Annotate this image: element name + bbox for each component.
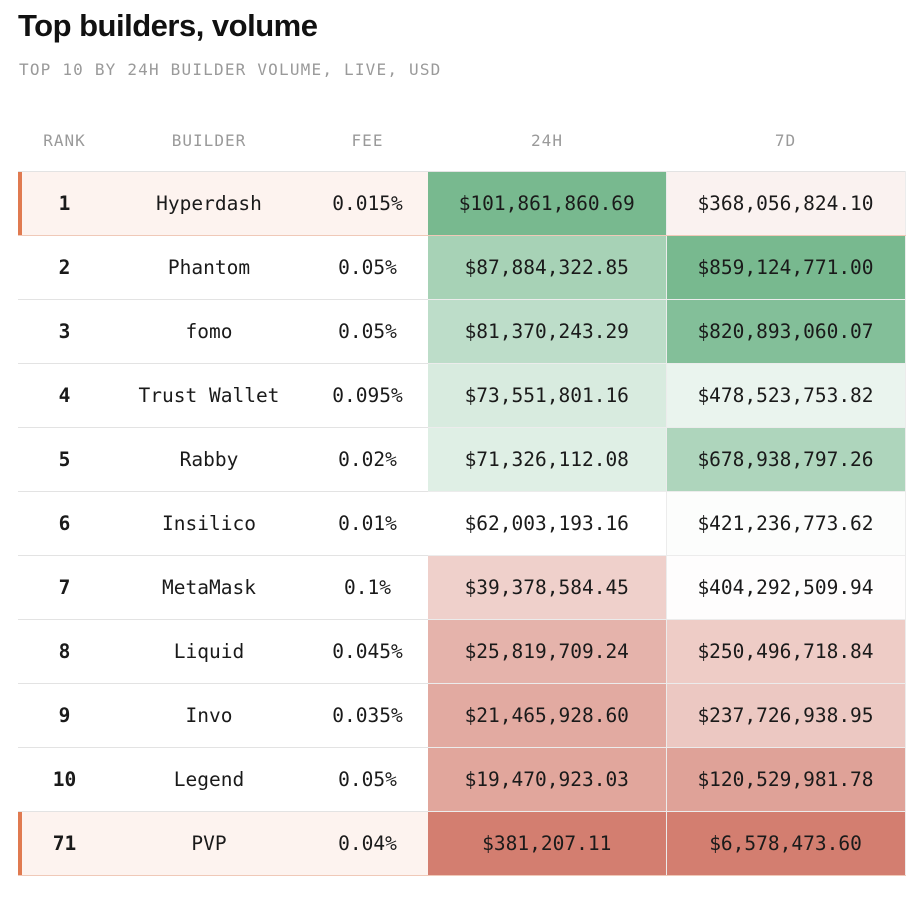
volume-7d-cell: $237,726,938.95 — [666, 683, 906, 748]
table-row[interactable]: 2 Phantom 0.05% $87,884,322.85 $859,124,771.… — [18, 235, 906, 300]
table-row[interactable]: 9 Invo 0.035% $21,465,928.60 $237,726,938.95 — [18, 683, 906, 748]
volume-24h-cell: $381,207.11 — [428, 811, 667, 876]
builders-table: RANK BUILDER FEE 24H 7D 1 Hyperdash 0.015%… — [18, 109, 906, 876]
page-subtitle: TOP 10 BY 24H BUILDER VOLUME, LIVE, USD — [19, 60, 442, 79]
volume-24h-cell: $19,470,923.03 — [428, 747, 667, 812]
volume-7d-cell: $6,578,473.60 — [666, 811, 906, 876]
fee-cell: 0.02% — [307, 427, 428, 492]
volume-7d-cell: $820,893,060.07 — [666, 299, 906, 364]
page-title: Top builders, volume — [18, 8, 318, 43]
volume-24h-cell: $101,861,860.69 — [428, 171, 667, 236]
volume-7d-cell: $478,523,753.82 — [666, 363, 906, 428]
table-row[interactable]: 4 Trust Wallet 0.095% $73,551,801.16 $478,52… — [18, 363, 906, 428]
fee-cell: 0.05% — [307, 299, 428, 364]
table-row[interactable]: 7 MetaMask 0.1% $39,378,584.45 $404,292,509.… — [18, 555, 906, 620]
volume-24h-cell: $25,819,709.24 — [428, 619, 667, 684]
fee-cell: 0.05% — [307, 235, 428, 300]
rank-cell: 10 — [18, 747, 111, 812]
table-row[interactable]: 6 Insilico 0.01% $62,003,193.16 $421,236,773… — [18, 491, 906, 556]
fee-cell: 0.015% — [307, 171, 428, 236]
table-row[interactable]: 1 Hyperdash 0.015% $101,861,860.69 $368,056,… — [18, 171, 906, 236]
builder-cell: Liquid — [111, 619, 307, 684]
fee-cell: 0.04% — [307, 811, 428, 876]
rank-cell: 5 — [18, 427, 111, 492]
volume-7d-cell: $120,529,981.78 — [666, 747, 906, 812]
fee-cell: 0.1% — [307, 555, 428, 620]
builder-cell: PVP — [111, 811, 307, 876]
rank-cell: 3 — [18, 299, 111, 364]
volume-24h-cell: $71,326,112.08 — [428, 427, 667, 492]
rank-cell: 71 — [18, 811, 111, 876]
rank-cell: 1 — [18, 171, 111, 236]
rank-cell: 9 — [18, 683, 111, 748]
rank-cell: 6 — [18, 491, 111, 556]
volume-7d-cell: $368,056,824.10 — [666, 171, 906, 236]
builder-cell: Hyperdash — [111, 171, 307, 236]
volume-24h-cell: $73,551,801.16 — [428, 363, 667, 428]
column-header-builder[interactable]: BUILDER — [171, 130, 247, 150]
table-header-row: RANK BUILDER FEE 24H 7D — [18, 109, 905, 172]
volume-24h-cell: $62,003,193.16 — [428, 491, 667, 556]
column-header-fee[interactable]: FEE — [351, 130, 384, 150]
column-header-24h[interactable]: 24H — [531, 130, 563, 150]
builder-cell: MetaMask — [111, 555, 307, 620]
column-header-rank[interactable]: RANK — [43, 130, 86, 150]
volume-24h-cell: $87,884,322.85 — [428, 235, 667, 300]
table-row[interactable]: 3 fomo 0.05% $81,370,243.29 $820,893,060.07 — [18, 299, 906, 364]
volume-7d-cell: $421,236,773.62 — [666, 491, 906, 556]
rank-cell: 2 — [18, 235, 111, 300]
volume-7d-cell: $678,938,797.26 — [666, 427, 906, 492]
fee-cell: 0.01% — [307, 491, 428, 556]
rank-cell: 8 — [18, 619, 111, 684]
volume-24h-cell: $21,465,928.60 — [428, 683, 667, 748]
builder-cell: Trust Wallet — [111, 363, 307, 428]
table-row[interactable]: 71 PVP 0.04% $381,207.11 $6,578,473.60 — [18, 811, 906, 876]
rank-cell: 7 — [18, 555, 111, 620]
table-row[interactable]: 5 Rabby 0.02% $71,326,112.08 $678,938,797.26 — [18, 427, 906, 492]
builder-cell: Rabby — [111, 427, 307, 492]
volume-7d-cell: $404,292,509.94 — [666, 555, 906, 620]
rank-cell: 4 — [18, 363, 111, 428]
column-header-7d[interactable]: 7D — [774, 130, 797, 150]
volume-7d-cell: $859,124,771.00 — [666, 235, 906, 300]
builder-cell: Insilico — [111, 491, 307, 556]
volume-7d-cell: $250,496,718.84 — [666, 619, 906, 684]
builder-cell: fomo — [111, 299, 307, 364]
table-body: 1 Hyperdash 0.015% $101,861,860.69 $368,056,… — [18, 171, 906, 876]
fee-cell: 0.035% — [307, 683, 428, 748]
fee-cell: 0.095% — [307, 363, 428, 428]
volume-24h-cell: $81,370,243.29 — [428, 299, 667, 364]
fee-cell: 0.05% — [307, 747, 428, 812]
table-row[interactable]: 8 Liquid 0.045% $25,819,709.24 $250,496,718.… — [18, 619, 906, 684]
builder-cell: Legend — [111, 747, 307, 812]
builder-cell: Phantom — [111, 235, 307, 300]
fee-cell: 0.045% — [307, 619, 428, 684]
builder-cell: Invo — [111, 683, 307, 748]
table-row[interactable]: 10 Legend 0.05% $19,470,923.03 $120,529,981.… — [18, 747, 906, 812]
volume-24h-cell: $39,378,584.45 — [428, 555, 667, 620]
